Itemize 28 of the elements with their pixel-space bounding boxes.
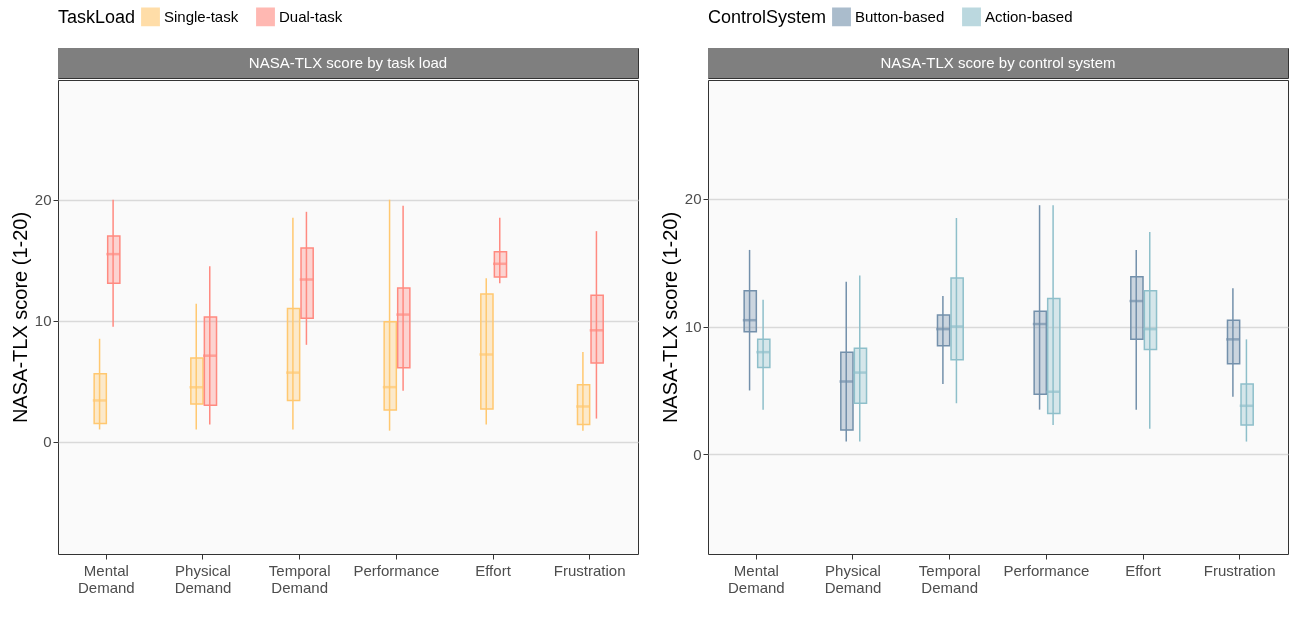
legend-label: Button-based	[855, 7, 945, 25]
legend-title: TaskLoad	[58, 7, 136, 27]
x-tick-label: Physical Demand	[174, 561, 232, 596]
legend-label: Single-task	[164, 7, 239, 25]
y-tick-label: 20	[684, 190, 702, 208]
x-tick-label: Frustration	[1203, 561, 1276, 579]
y-tick-label: 10	[684, 318, 702, 336]
chart-title: NASA-TLX score by control system	[880, 54, 1116, 71]
y-tick-label: 0	[43, 433, 52, 451]
x-tick-label: Frustration	[553, 561, 626, 579]
legend-label: Dual-task	[279, 7, 343, 25]
legend-label: Action-based	[985, 7, 1073, 25]
legend-title: ControlSystem	[708, 7, 827, 27]
x-tick-label: Effort	[1125, 561, 1162, 579]
x-tick-label: Mental Demand	[727, 561, 785, 596]
x-tick-label: Temporal Demand	[918, 561, 981, 596]
y-tick-label: 20	[34, 191, 52, 209]
y-axis-title: NASA-TLX score (1-20)	[8, 211, 31, 424]
x-tick-label: Temporal Demand	[268, 561, 331, 596]
x-tick-label: Performance	[353, 561, 440, 579]
y-tick-label: 0	[693, 445, 702, 463]
y-tick-label: 10	[34, 312, 52, 330]
x-tick-label: Performance	[1003, 561, 1090, 579]
y-axis-title: NASA-TLX score (1-20)	[658, 211, 681, 424]
chart-title: NASA-TLX score by task load	[248, 54, 448, 71]
x-tick-label: Effort	[475, 561, 512, 579]
x-tick-label: Mental Demand	[77, 561, 135, 596]
x-tick-label: Physical Demand	[824, 561, 882, 596]
